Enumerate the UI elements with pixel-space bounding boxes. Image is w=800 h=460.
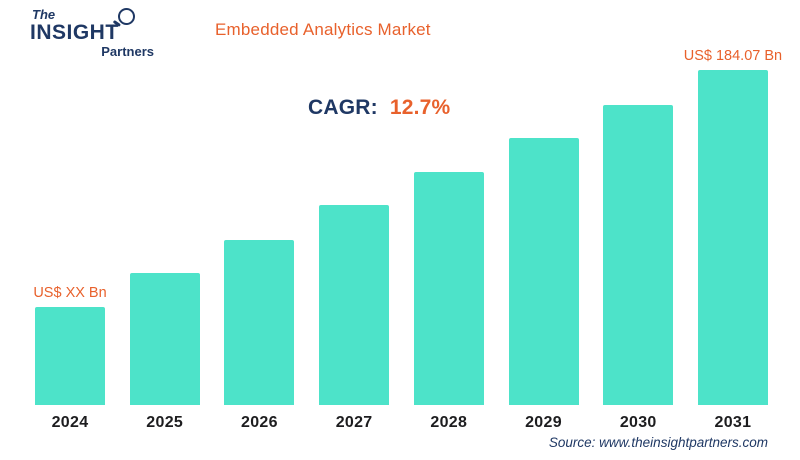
x-axis-label: 2027 [335,414,373,431]
source-credit: Source: www.theinsightpartners.com [548,435,768,450]
bar-wrap: US$ 184.07 Bn [684,48,782,405]
bar-wrap: US$ XX Bn [33,70,107,405]
x-axis-label: 2026 [241,414,278,431]
x-axis-label: 2031 [714,414,752,431]
bar-wrap [508,70,579,405]
bar-wrap [319,70,390,405]
x-axis-label: 2030 [619,414,657,431]
bar-2030 [603,104,674,405]
chart-column: 2025 [129,70,200,432]
chart-column: 2029 [508,70,579,432]
logo-partners: Partners [101,43,154,59]
bar-wrap [603,70,674,405]
chart-column: 2028 [413,70,484,432]
bar-wrap [413,70,484,405]
logo-insight: INSIGHT [30,20,119,44]
chart-column: 2030 [603,70,674,432]
logo-the: The [32,7,56,22]
bar-value-label: US$ 184.07 Bn [683,48,783,64]
bar-value-label: US$ XX Bn [33,284,107,301]
magnifier-icon [118,8,135,25]
bar-2024 [35,306,105,405]
bar-2026 [224,239,295,405]
x-axis-label: 2025 [146,414,184,431]
cagr-value: 12.7% [389,96,451,119]
bar-wrap [224,70,295,405]
x-axis-label: 2028 [430,414,468,431]
cagr-label: CAGR: [308,96,378,119]
chart-column: US$ XX Bn 2024 [33,70,107,432]
x-axis-label: 2029 [525,414,562,431]
bar-2028 [413,171,484,405]
bar-2031 [697,70,768,405]
bar-2027 [319,205,390,405]
chart-column: US$ 184.07 Bn 2031 [684,48,782,432]
logo: The INSIGHT Partners [30,8,160,58]
bar-chart: US$ XX Bn 2024 2025 2026 2027 2028 2029 2030 US$… [33,48,782,432]
chart-title: Embedded Analytics Market [215,20,431,39]
bar-wrap [129,70,200,405]
chart-column: 2027 [319,70,390,432]
bar-2025 [129,273,200,405]
cagr-annotation: CAGR: 12.7% [308,96,450,120]
x-axis-label: 2024 [51,414,89,431]
chart-column: 2026 [224,70,295,432]
bar-2029 [508,138,579,405]
